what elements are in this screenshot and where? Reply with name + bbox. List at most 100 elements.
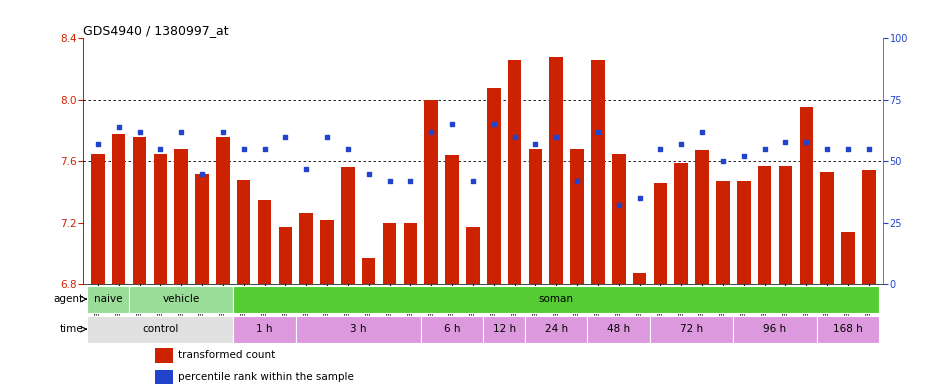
Bar <box>654 183 667 284</box>
Point <box>736 153 751 159</box>
Bar <box>175 149 188 284</box>
Text: control: control <box>142 324 179 334</box>
Bar <box>483 316 525 343</box>
Text: 72 h: 72 h <box>680 324 703 334</box>
Bar <box>154 154 167 284</box>
Bar <box>817 316 879 343</box>
Bar <box>487 88 500 284</box>
Point <box>820 146 834 152</box>
Point <box>320 134 335 140</box>
Point <box>487 121 501 127</box>
Bar <box>88 316 233 343</box>
Bar <box>528 149 542 284</box>
Point <box>632 195 647 201</box>
Bar <box>674 163 688 284</box>
Bar <box>216 137 229 284</box>
Text: GDS4940 / 1380997_at: GDS4940 / 1380997_at <box>83 24 228 37</box>
Text: 24 h: 24 h <box>545 324 568 334</box>
Point <box>362 170 376 177</box>
Point <box>695 129 709 135</box>
Point <box>861 146 876 152</box>
Text: 12 h: 12 h <box>493 324 516 334</box>
Point <box>841 146 856 152</box>
Point <box>465 178 480 184</box>
Text: 96 h: 96 h <box>763 324 786 334</box>
Bar <box>445 155 459 284</box>
Point <box>194 170 209 177</box>
Bar <box>549 57 563 284</box>
Point <box>174 129 189 135</box>
Bar <box>233 316 296 343</box>
Point <box>653 146 668 152</box>
Bar <box>155 370 173 384</box>
Text: agent: agent <box>54 294 83 304</box>
Bar <box>591 60 605 284</box>
Bar <box>130 286 233 313</box>
Bar <box>758 166 771 284</box>
Bar <box>91 154 105 284</box>
Bar <box>737 181 750 284</box>
Bar <box>841 232 855 284</box>
Point <box>91 141 105 147</box>
Bar <box>633 273 647 284</box>
Point <box>424 129 438 135</box>
Bar <box>571 149 584 284</box>
Point <box>716 158 731 164</box>
Point <box>382 178 397 184</box>
Bar <box>233 286 879 313</box>
Bar <box>362 258 376 284</box>
Bar <box>779 166 792 284</box>
Point <box>590 129 605 135</box>
Bar <box>421 316 483 343</box>
Bar <box>155 348 173 363</box>
Point <box>445 121 460 127</box>
Bar <box>132 137 146 284</box>
Bar <box>425 100 438 284</box>
Point <box>403 178 418 184</box>
Bar <box>650 316 734 343</box>
Point <box>549 134 563 140</box>
Point <box>278 134 293 140</box>
Text: vehicle: vehicle <box>163 294 200 304</box>
Bar <box>403 223 417 284</box>
Text: 3 h: 3 h <box>350 324 366 334</box>
Bar <box>466 227 480 284</box>
Point <box>132 129 147 135</box>
Bar <box>716 181 730 284</box>
Bar <box>696 151 709 284</box>
Bar <box>612 154 625 284</box>
Text: soman: soman <box>538 294 574 304</box>
Bar <box>820 172 834 284</box>
Point <box>257 146 272 152</box>
Bar <box>320 220 334 284</box>
Bar <box>300 214 313 284</box>
Point <box>340 146 355 152</box>
Text: 1 h: 1 h <box>256 324 273 334</box>
Point <box>153 146 167 152</box>
Bar <box>296 316 421 343</box>
Bar <box>195 174 209 284</box>
Bar <box>341 167 354 284</box>
Point <box>799 139 814 145</box>
Text: percentile rank within the sample: percentile rank within the sample <box>178 372 353 382</box>
Point <box>528 141 543 147</box>
Point <box>778 139 793 145</box>
Text: naive: naive <box>94 294 122 304</box>
Text: 48 h: 48 h <box>607 324 630 334</box>
Point <box>611 202 626 209</box>
Bar <box>525 316 587 343</box>
Point <box>507 134 522 140</box>
Point <box>758 146 772 152</box>
Point <box>216 129 230 135</box>
Bar <box>237 180 251 284</box>
Point <box>299 166 314 172</box>
Bar <box>734 316 817 343</box>
Bar <box>799 108 813 284</box>
Bar <box>258 200 271 284</box>
Bar <box>862 170 876 284</box>
Text: time: time <box>60 324 83 334</box>
Bar <box>383 223 396 284</box>
Text: 6 h: 6 h <box>444 324 461 334</box>
Bar <box>587 316 650 343</box>
Bar <box>88 286 130 313</box>
